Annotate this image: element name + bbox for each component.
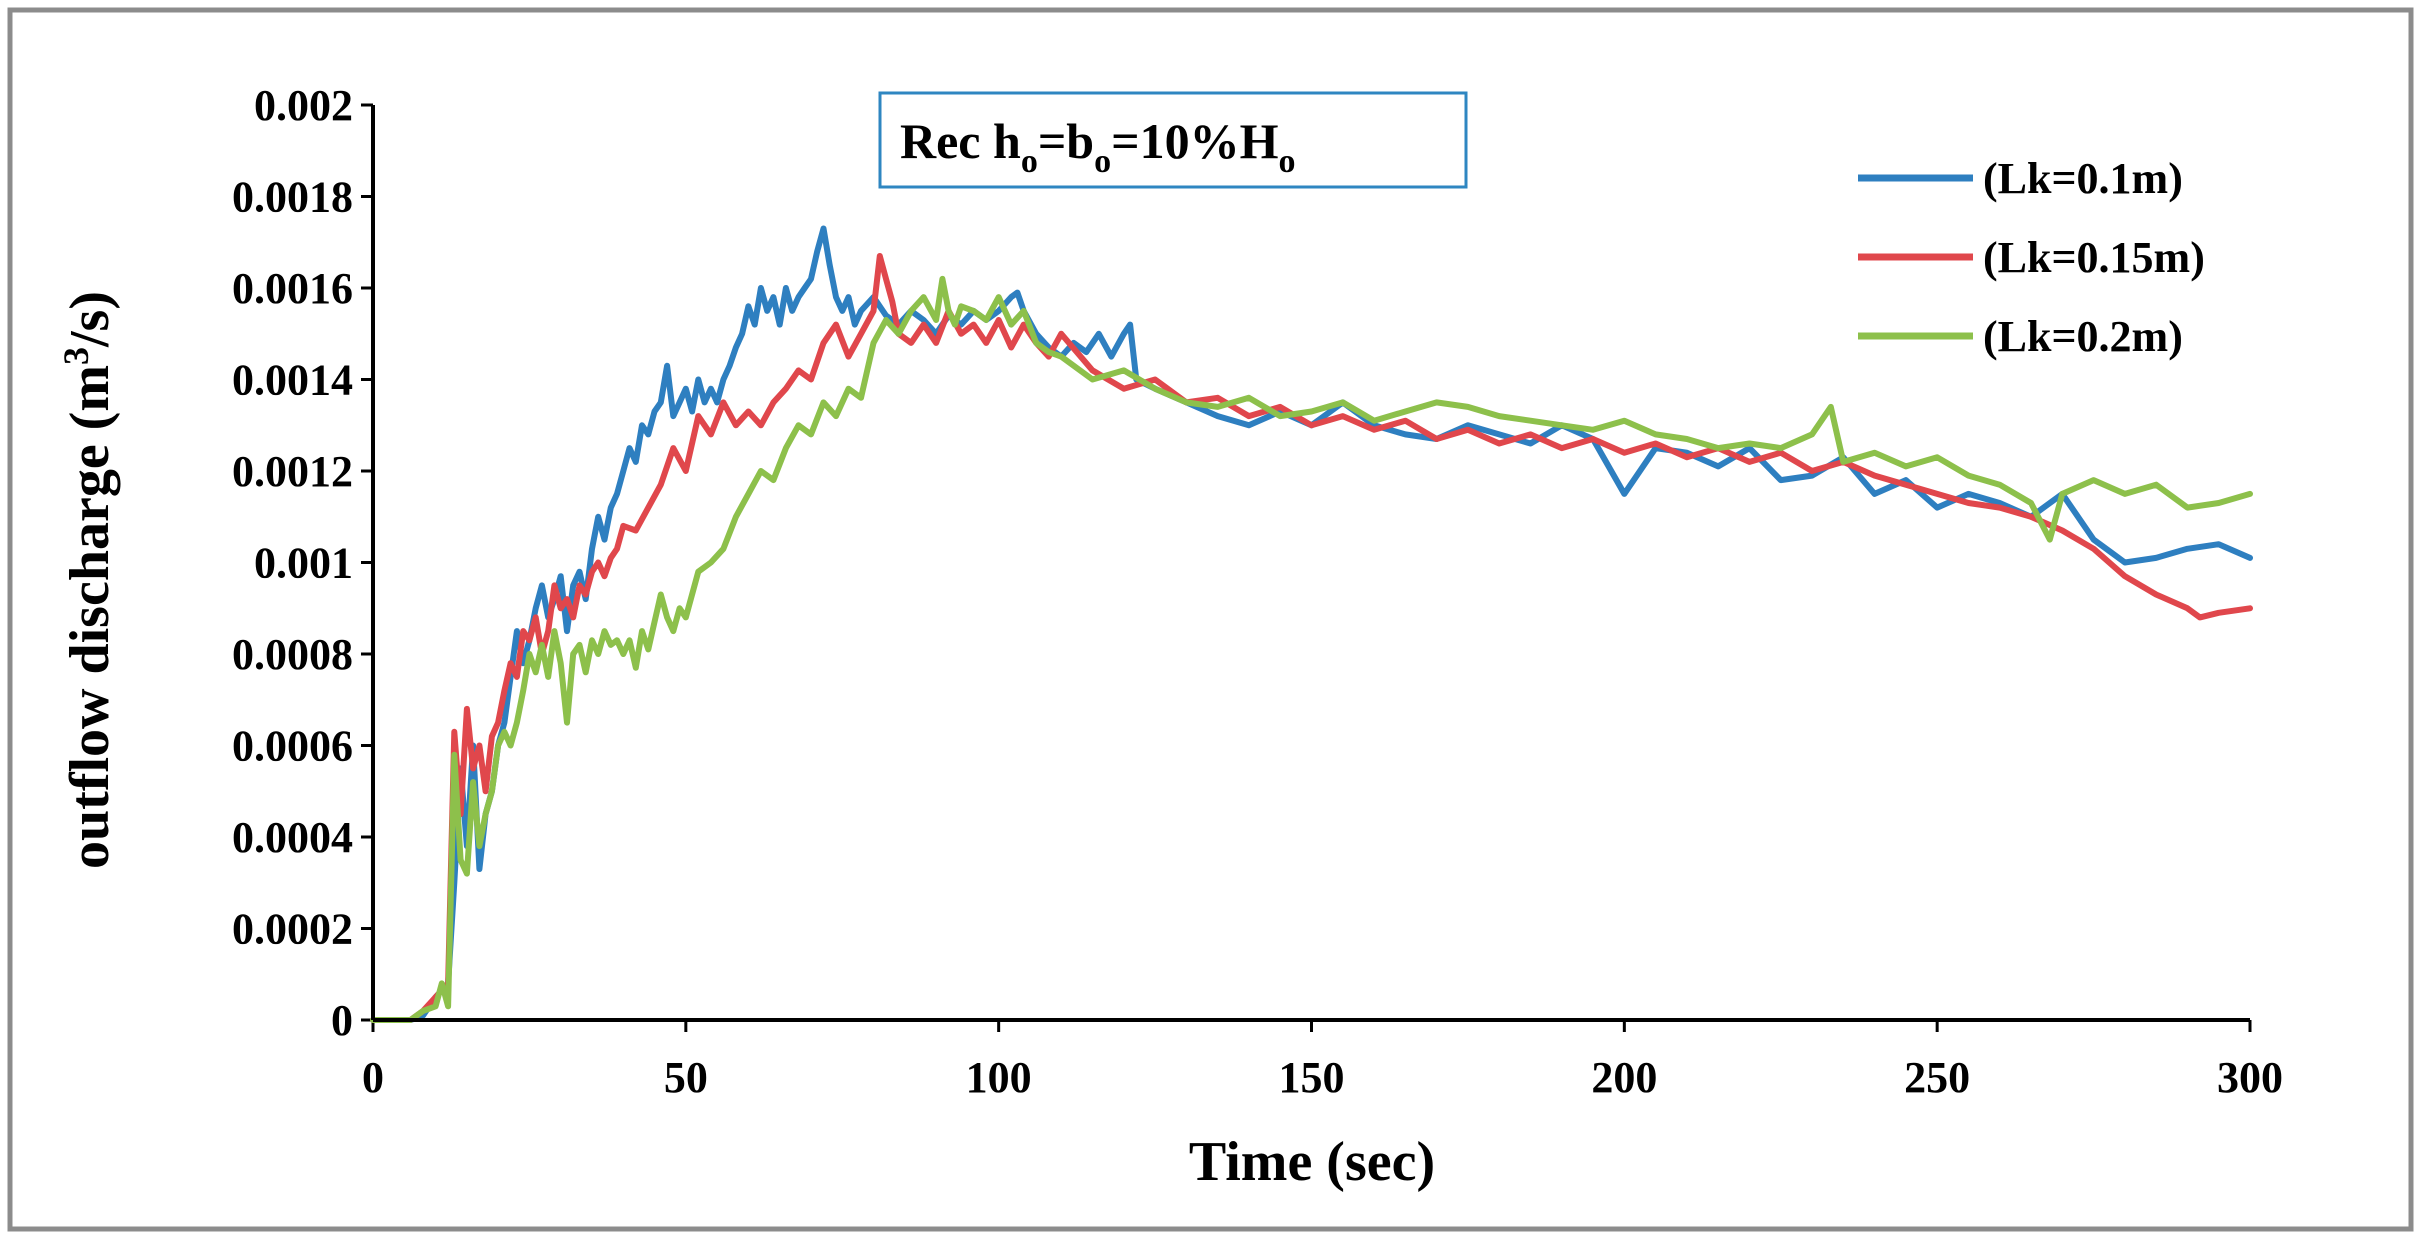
x-tick-label: 300 <box>2217 1053 2283 1102</box>
x-tick-label: 100 <box>966 1053 1032 1102</box>
y-tick-label: 0.002 <box>254 81 353 130</box>
series-line-1 <box>370 225 2253 1023</box>
x-tick-label: 0 <box>362 1053 384 1102</box>
legend-label: (Lk=0.15m) <box>1983 233 2205 282</box>
x-axis-ticks: 0 50 100 150 200 250 300 <box>362 1020 2283 1102</box>
series-line-3 <box>370 275 2253 1023</box>
annotation-text: Rec ho=bo=10%Ho <box>900 113 1296 180</box>
figure-border <box>7 7 2414 1232</box>
y-tick-label: 0.001 <box>254 539 353 588</box>
y-tick-label: 0 <box>331 996 353 1045</box>
y-tick-label: 0.0006 <box>232 722 353 771</box>
y-axis-ticks: 0 0.0002 0.0004 0.0006 0.0008 0.001 0.0012 0.00… <box>232 81 373 1045</box>
legend-label: (Lk=0.2m) <box>1983 312 2183 361</box>
x-tick-label: 200 <box>1591 1053 1657 1102</box>
y-tick-label: 0.0002 <box>232 905 353 954</box>
series-lines <box>370 225 2253 1023</box>
x-axis-title: Time (sec) <box>1189 1131 1435 1193</box>
x-tick-label: 250 <box>1904 1053 1970 1102</box>
y-tick-label: 0.0014 <box>232 356 353 405</box>
y-tick-label: 0.0008 <box>232 630 353 679</box>
y-tick-label: 0.0018 <box>232 173 353 222</box>
y-axis-title: outflow discharge (m3/s) <box>56 291 121 869</box>
x-tick-label: 50 <box>664 1053 708 1102</box>
annotation-box: Rec ho=bo=10%Ho <box>878 91 1468 189</box>
x-tick-label: 150 <box>1279 1053 1345 1102</box>
y-tick-label: 0.0016 <box>232 264 353 313</box>
legend-label: (Lk=0.1m) <box>1983 154 2183 203</box>
legend: (Lk=0.1m) (Lk=0.15m) (Lk=0.2m) <box>1858 154 2205 361</box>
y-tick-label: 0.0012 <box>232 447 353 496</box>
annotation-frame <box>878 91 1468 189</box>
y-tick-label: 0.0004 <box>232 813 353 862</box>
